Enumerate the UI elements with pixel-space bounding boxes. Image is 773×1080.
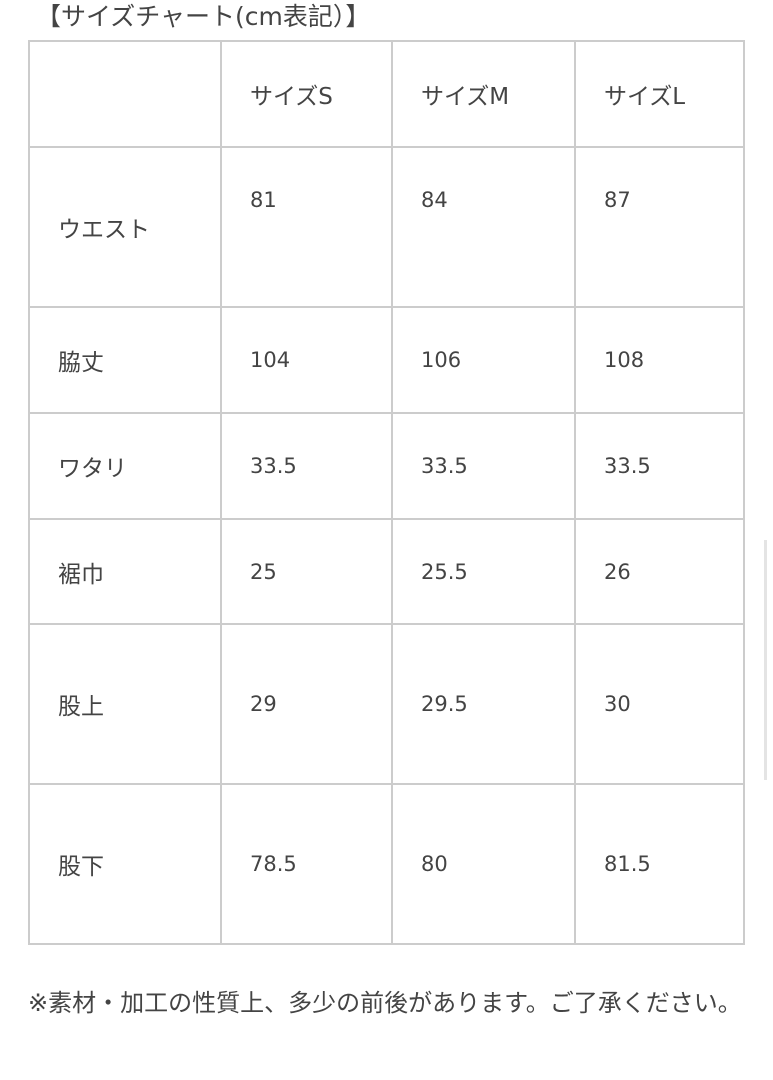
cell-value: 33.5 xyxy=(574,412,745,520)
row-label: 脇丈 xyxy=(28,306,222,414)
cell-value: 29 xyxy=(220,623,393,785)
table-row: 股上 29 29.5 30 xyxy=(28,623,745,785)
cell-value: 87 xyxy=(574,146,745,308)
row-label: ワタリ xyxy=(28,412,222,520)
cell-value: 33.5 xyxy=(220,412,393,520)
row-label: 股上 xyxy=(28,623,222,785)
size-chart-table: サイズS サイズM サイズL ウエスト 81 84 87 脇丈 104 106 … xyxy=(28,40,745,945)
cell-value: 33.5 xyxy=(391,412,576,520)
table-row: ウエスト 81 84 87 xyxy=(28,146,745,308)
table-header-row: サイズS サイズM サイズL xyxy=(28,40,745,148)
cell-value: 84 xyxy=(391,146,576,308)
header-size-s: サイズS xyxy=(220,40,393,148)
disclaimer-note: ※素材・加工の性質上、多少の前後があります。ご了承ください。 xyxy=(28,989,742,1017)
cell-value: 80 xyxy=(391,783,576,945)
cell-value: 108 xyxy=(574,306,745,414)
scrollbar[interactable] xyxy=(764,540,767,780)
cell-value: 25 xyxy=(220,518,393,625)
cell-value: 104 xyxy=(220,306,393,414)
table-row: 股下 78.5 80 81.5 xyxy=(28,783,745,945)
cell-value: 25.5 xyxy=(391,518,576,625)
row-label: 裾巾 xyxy=(28,518,222,625)
row-label: ウエスト xyxy=(28,146,222,308)
row-label: 股下 xyxy=(28,783,222,945)
cell-value: 26 xyxy=(574,518,745,625)
header-cell-empty xyxy=(28,40,222,148)
table-row: 脇丈 104 106 108 xyxy=(28,306,745,414)
table-row: ワタリ 33.5 33.5 33.5 xyxy=(28,412,745,520)
cell-value: 78.5 xyxy=(220,783,393,945)
cell-value: 81.5 xyxy=(574,783,745,945)
cell-value: 106 xyxy=(391,306,576,414)
size-chart-title: 【サイズチャート(cm表記）】 xyxy=(36,2,371,31)
cell-value: 81 xyxy=(220,146,393,308)
cell-value: 29.5 xyxy=(391,623,576,785)
header-size-l: サイズL xyxy=(574,40,745,148)
table-row: 裾巾 25 25.5 26 xyxy=(28,518,745,625)
cell-value: 30 xyxy=(574,623,745,785)
header-size-m: サイズM xyxy=(391,40,576,148)
